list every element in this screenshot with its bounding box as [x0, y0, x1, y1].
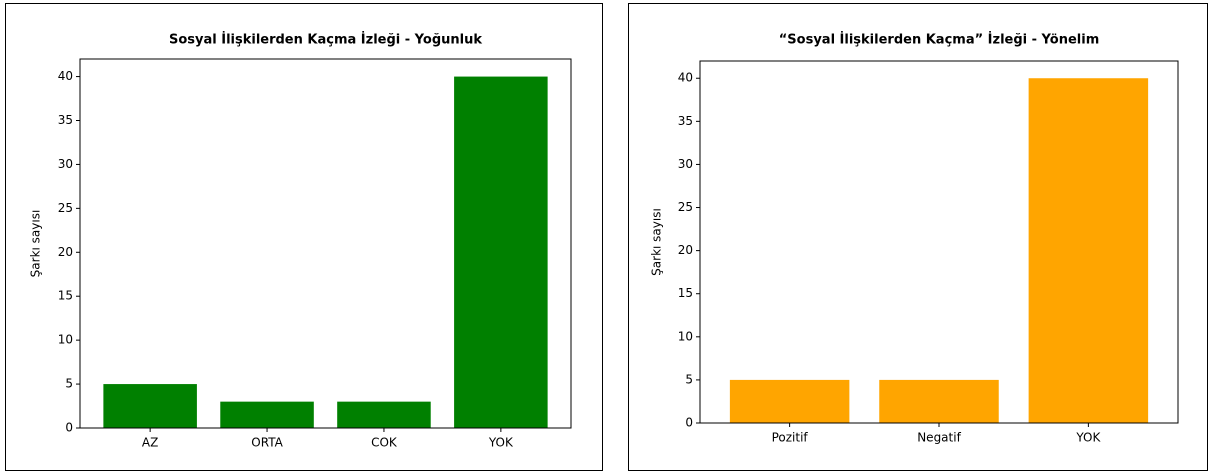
x-tick-label: Pozitif [772, 431, 809, 445]
bar [879, 379, 999, 423]
y-tick-label: 5 [65, 377, 73, 391]
y-tick-label: 35 [58, 113, 73, 127]
y-tick-label: 25 [678, 200, 693, 214]
bar [729, 379, 850, 423]
bar [337, 401, 431, 428]
y-tick-label: 5 [685, 372, 693, 386]
x-tick-label: YOK [1075, 431, 1101, 445]
y-axis-label: Şarkı sayısı [650, 208, 664, 276]
y-tick-label: 0 [685, 416, 693, 430]
y-tick-label: 0 [65, 421, 73, 435]
chart-title: “Sosyal İlişkilerden Kaçma” İzleği - Yön… [779, 32, 1100, 48]
y-tick-label: 30 [58, 157, 73, 171]
plot-frame [699, 60, 1179, 424]
y-tick-label: 40 [678, 71, 693, 85]
x-tick-label: COK [371, 436, 398, 450]
bar [1028, 78, 1149, 423]
y-tick-label: 35 [678, 114, 693, 128]
bar [454, 76, 548, 429]
y-tick-label: 30 [678, 157, 693, 171]
y-tick-label: 15 [678, 286, 693, 300]
y-tick-label: 10 [678, 329, 693, 343]
plot-frame [79, 58, 572, 429]
y-tick-label: 20 [58, 245, 73, 259]
x-tick-label: ORTA [251, 436, 283, 450]
x-tick-label: AZ [142, 436, 158, 450]
panel-border [628, 3, 1208, 471]
x-tick-label: YOK [488, 436, 514, 450]
x-tick-label: Negatif [917, 431, 961, 445]
chart-title: Sosyal İlişkilerden Kaçma İzleği - Yoğun… [169, 32, 482, 48]
bar [220, 401, 314, 428]
y-tick-label: 10 [58, 333, 73, 347]
y-tick-label: 40 [58, 69, 73, 83]
y-tick-label: 20 [678, 243, 693, 257]
bar [103, 384, 197, 428]
y-tick-label: 25 [58, 201, 73, 215]
panel-border [5, 3, 603, 471]
y-axis-label: Şarkı sayısı [29, 210, 43, 278]
y-tick-label: 15 [58, 289, 73, 303]
